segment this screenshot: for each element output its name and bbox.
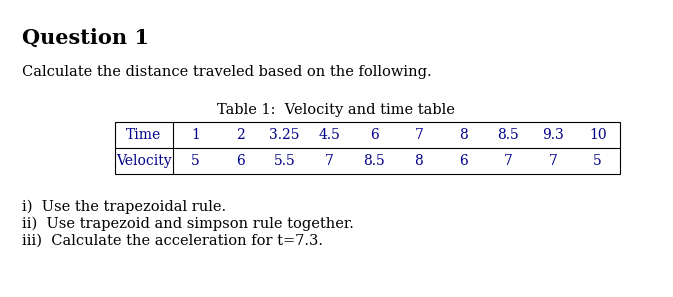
Text: 8.5: 8.5 bbox=[363, 154, 385, 168]
Text: 5: 5 bbox=[191, 154, 200, 168]
Text: Question 1: Question 1 bbox=[22, 28, 149, 48]
Text: Calculate the distance traveled based on the following.: Calculate the distance traveled based on… bbox=[22, 65, 431, 79]
Text: i)  Use the trapezoidal rule.: i) Use the trapezoidal rule. bbox=[22, 200, 226, 214]
Text: 7: 7 bbox=[548, 154, 557, 168]
Text: 6: 6 bbox=[459, 154, 468, 168]
Text: 6: 6 bbox=[369, 128, 378, 142]
Text: 8: 8 bbox=[415, 154, 423, 168]
Text: 2: 2 bbox=[236, 128, 244, 142]
Text: 7: 7 bbox=[325, 154, 334, 168]
Text: iii)  Calculate the acceleration for t=7.3.: iii) Calculate the acceleration for t=7.… bbox=[22, 234, 323, 248]
Text: 9.3: 9.3 bbox=[542, 128, 564, 142]
Text: 1: 1 bbox=[191, 128, 200, 142]
Text: 4.5: 4.5 bbox=[318, 128, 341, 142]
Text: 7: 7 bbox=[415, 128, 423, 142]
Text: 5: 5 bbox=[594, 154, 602, 168]
Text: 3.25: 3.25 bbox=[269, 128, 300, 142]
Bar bbox=[115, 122, 620, 174]
Text: Velocity: Velocity bbox=[116, 154, 172, 168]
Text: 5.5: 5.5 bbox=[274, 154, 295, 168]
Text: 10: 10 bbox=[589, 128, 606, 142]
Text: 6: 6 bbox=[236, 154, 244, 168]
Text: Table 1:  Velocity and time table: Table 1: Velocity and time table bbox=[217, 103, 455, 117]
Text: 8.5: 8.5 bbox=[497, 128, 519, 142]
Text: 8: 8 bbox=[459, 128, 468, 142]
Text: 7: 7 bbox=[504, 154, 513, 168]
Text: Time: Time bbox=[127, 128, 162, 142]
Text: ii)  Use trapezoid and simpson rule together.: ii) Use trapezoid and simpson rule toget… bbox=[22, 217, 354, 231]
